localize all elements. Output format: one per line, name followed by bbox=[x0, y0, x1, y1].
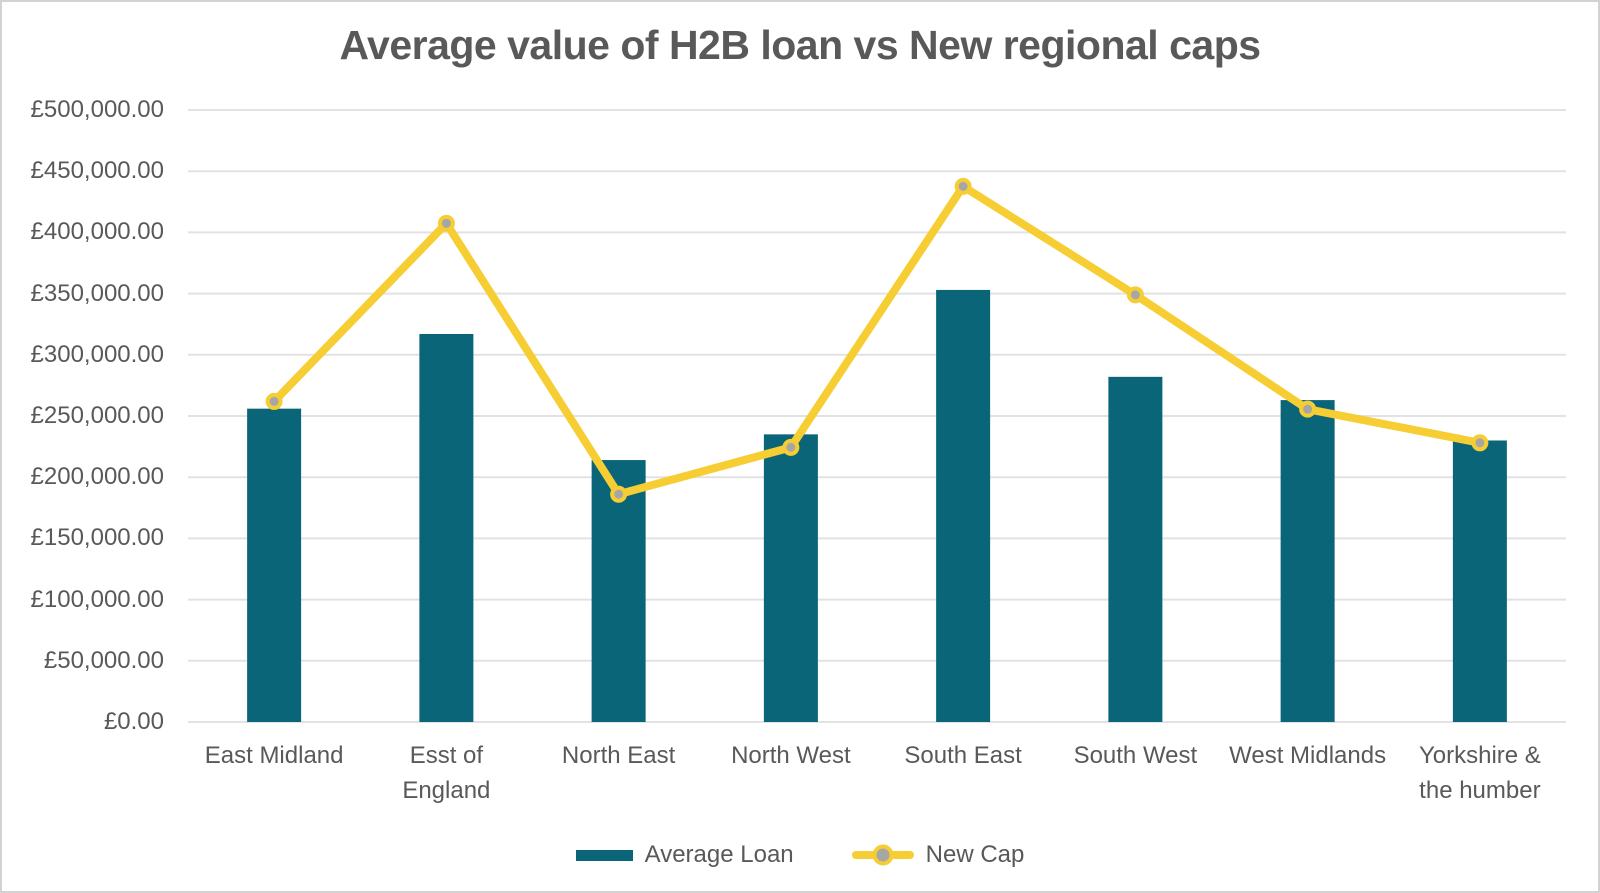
x-axis-category-label-line: West Midlands bbox=[1229, 742, 1387, 769]
x-axis-category-label: East Midland bbox=[186, 738, 362, 773]
y-axis-tick-label: £400,000.00 bbox=[30, 218, 164, 246]
marker-new-cap bbox=[610, 485, 628, 503]
bar-average-loan bbox=[763, 434, 818, 722]
y-axis-tick-label: £150,000.00 bbox=[30, 524, 164, 552]
y-axis-tick-label: £450,000.00 bbox=[30, 157, 164, 185]
marker-new-cap bbox=[1471, 434, 1489, 452]
legend-label-average-loan: Average Loan bbox=[644, 841, 794, 868]
x-axis-category-label: South West bbox=[1047, 738, 1223, 773]
marker-new-cap bbox=[437, 214, 455, 232]
x-axis-category-label-line: England bbox=[402, 777, 491, 804]
marker-new-cap bbox=[782, 438, 800, 456]
x-axis-category-label: West Midlands bbox=[1220, 738, 1396, 773]
marker-new-cap bbox=[954, 177, 972, 195]
marker-new-cap bbox=[265, 392, 283, 410]
x-axis-category-label: Esst of England bbox=[358, 738, 534, 808]
legend-label-new-cap: New Cap bbox=[925, 841, 1025, 868]
bar-average-loan bbox=[1280, 400, 1335, 722]
line-new-cap bbox=[270, 182, 1484, 499]
y-axis-tick-label: £500,000.00 bbox=[30, 96, 164, 123]
legend-item-new-cap: New Cap bbox=[851, 841, 1025, 869]
average-loan-swatch-icon bbox=[575, 849, 633, 861]
bar-average-loan bbox=[419, 333, 474, 722]
x-axis-category-label: Yorkshire & the humber bbox=[1392, 738, 1568, 808]
x-axis-category-label: South East bbox=[875, 738, 1051, 773]
x-axis-category-label-line: the humber bbox=[1419, 777, 1541, 804]
x-axis-category-label-line: Yorkshire & bbox=[1418, 742, 1541, 769]
legend-item-average-loan: Average Loan bbox=[575, 841, 794, 869]
y-axis-tick-label: £200,000.00 bbox=[30, 463, 164, 491]
bar-average-loan bbox=[1108, 376, 1163, 722]
y-axis-tick-label: £100,000.00 bbox=[30, 585, 164, 613]
marker-new-cap bbox=[1299, 400, 1317, 418]
bar-average-loan bbox=[247, 408, 302, 722]
bar-average-loan bbox=[1452, 440, 1507, 722]
x-axis-category-label-line: North West bbox=[731, 742, 851, 769]
bar-average-loan bbox=[591, 460, 646, 722]
x-axis-category-label-line: East Midland bbox=[204, 742, 344, 769]
chart-title: Average value of H2B loan vs New regiona… bbox=[339, 22, 1261, 68]
marker-new-cap bbox=[1126, 286, 1144, 304]
x-axis-category-label: North West bbox=[703, 738, 879, 773]
new-cap-swatch-icon bbox=[851, 844, 914, 866]
x-axis-category-label-line: South East bbox=[904, 742, 1022, 769]
x-axis-category-label: North East bbox=[531, 738, 707, 773]
y-axis-tick-label: £50,000.00 bbox=[43, 646, 164, 674]
x-axis-category-label-line: North East bbox=[561, 742, 676, 769]
x-axis-category-label-line: South West bbox=[1073, 742, 1198, 769]
bar-average-loan bbox=[936, 289, 991, 722]
new-cap-marker-icon bbox=[872, 844, 894, 866]
x-axis-category-label-line: Esst of bbox=[409, 742, 484, 769]
y-axis-tick-label: £250,000.00 bbox=[30, 402, 164, 429]
y-axis-tick-label: £0.00 bbox=[103, 708, 164, 735]
y-axis-tick-label: £350,000.00 bbox=[30, 279, 164, 307]
legend: Average Loan New Cap bbox=[2, 841, 1598, 869]
y-axis-tick-label: £300,000.00 bbox=[30, 340, 164, 368]
